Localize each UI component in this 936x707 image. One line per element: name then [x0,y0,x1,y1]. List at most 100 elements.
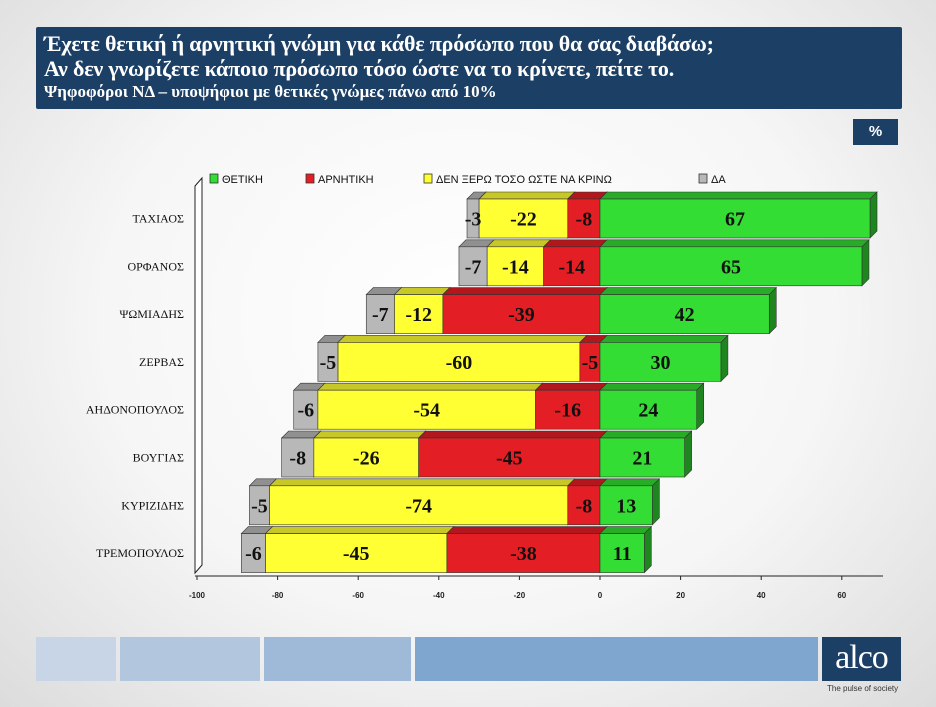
data-label-da: -5 [251,495,268,517]
bar-negative-top [446,526,608,534]
x-tick-label: -80 [272,591,284,600]
bar-da [293,389,319,430]
bar-positive [599,533,645,573]
data-label-positive: 13 [616,495,636,517]
data-label-positive: 21 [632,448,652,470]
bar-negative [442,294,601,334]
bar-negative-top [442,287,608,295]
data-label-positive: 30 [650,352,670,374]
bar-da [281,437,315,478]
alco-logo: alco [822,637,901,681]
data-label-dont-know: -74 [405,495,432,517]
bar-positive-top [599,335,729,343]
x-tick-label: 0 [598,591,603,600]
data-label-negative: -8 [576,209,593,231]
data-label-positive: 67 [725,209,745,231]
legend-label: ΑΡΝΗΤΙΚΗ [318,174,374,186]
data-label-positive: 11 [613,543,632,565]
bar-dont-know-top [268,478,576,487]
bar-dont-know [313,437,419,478]
data-label-da: -7 [465,256,482,278]
brand-tagline: The pulse of society [827,684,899,693]
data-label-negative: -14 [558,256,585,278]
bar-da [458,246,488,287]
bar-positive-side [720,334,729,383]
legend-label: ΘΕΤΙΚΗ [222,174,263,186]
bar-dont-know-top [478,191,576,200]
bar-dont-know-top [337,335,588,343]
data-label-negative: -8 [576,495,593,517]
category-label: ΤΡΕΜΟΠΟΥΛΟΣ [96,546,184,560]
bar-negative [567,198,601,239]
bar-positive-top [599,287,777,295]
bar-dont-know [394,294,444,334]
question-line-1: Έχετε θετική ή αρνητική γνώμη για κάθε π… [44,31,714,56]
bar-positive-side [768,286,777,335]
bar-positive-side [869,191,878,239]
bar-positive-side [652,478,660,526]
bar-dont-know-top [264,526,455,534]
bar-positive [599,198,871,239]
x-tick-label: -100 [189,591,206,600]
data-label-negative: -5 [582,352,599,374]
data-label-da: -8 [289,448,306,470]
data-label-da: -6 [297,400,314,422]
bar-positive-top [599,430,693,439]
favorability-chart: -100 -80 -60 -40 -20 0 20 40 60 ΘΕΤΙΚΗ ΑΡΝΗΤΙΚΗ ΔΕΝ… [86,173,883,600]
data-label-negative: -38 [510,543,537,565]
x-tick-label: -60 [352,591,364,600]
data-label-negative: -45 [496,448,523,470]
bar-dont-know-top [393,287,451,295]
data-label-da: -6 [245,543,262,565]
legend-label: ΔΑ [711,174,726,186]
bar-negative [567,485,601,526]
footer-strip-4 [415,637,818,681]
bar-negative [535,389,601,430]
x-tick-label: -20 [514,591,526,600]
bar-positive [599,389,698,430]
data-label-da: -5 [320,352,337,374]
category-label: ΚΥΡΙΖΙΔΗΣ [121,498,184,512]
bar-da [241,533,266,573]
bar-dont-know-top [313,430,427,439]
bar-da [365,294,395,334]
data-label-dont-know: -22 [510,209,537,231]
data-label-positive: 65 [721,256,741,278]
bar-negative-top [534,382,608,391]
legend-swatch [698,173,708,184]
bar-dont-know [265,533,448,573]
legend-swatch [305,173,315,184]
chart-subtitle: Ψηφοφόροι ΝΔ – υποψήφιοι με θετικές γνώμ… [44,82,497,101]
bar-positive-top [599,526,653,534]
bar-negative-top [417,430,608,439]
data-label-da: -7 [372,304,389,326]
bar-dont-know [478,198,569,239]
bar-positive [599,342,722,382]
bar-negative [446,533,601,573]
bar-positive-side [696,382,705,430]
bar-positive-top [599,478,661,487]
bar-positive-side [861,239,870,287]
data-label-negative: -39 [508,304,535,326]
bar-positive-top [599,382,705,391]
category-label: ΒΟΥΓΙΑΣ [133,451,184,465]
data-label-positive: 24 [638,400,658,422]
axis-side-wall [194,176,203,575]
legend-label: ΔΕΝ ΞΕΡΩ ΤΟΣΟ ΩΣΤΕ ΝΑ ΚΡΙΝΩ [436,174,612,186]
title-banner: Έχετε θετική ή αρνητική γνώμη για κάθε π… [36,27,902,109]
bar-dont-know [317,389,536,430]
x-tick-label: -40 [433,591,445,600]
bar-dont-know-top [317,382,544,391]
category-label: ΖΕΡΒΑΣ [139,355,184,369]
category-label: ΨΩΜΙΑΔΗΣ [120,307,184,321]
bar-positive-side [644,525,652,574]
x-tick-label: 60 [837,591,846,600]
bar-positive [599,485,653,526]
bar-positive [599,437,685,478]
category-label: ΤΑΧΙΑΟΣ [132,212,184,226]
legend-swatch [209,173,219,184]
bar-dont-know [269,485,569,526]
unit-badge: % [853,119,898,145]
data-label-negative: -16 [554,400,581,422]
footer-strip-1 [36,637,116,681]
